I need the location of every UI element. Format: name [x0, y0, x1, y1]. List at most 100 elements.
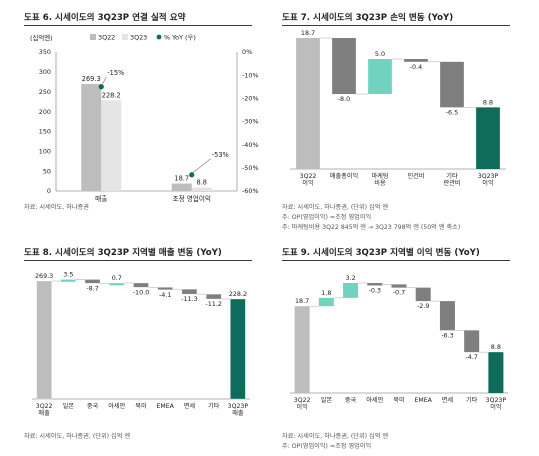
- bar: [439, 301, 455, 331]
- bar: [206, 293, 222, 300]
- bar: [84, 279, 101, 284]
- x-tick-label: 북미: [393, 396, 404, 404]
- legend-marker: [156, 34, 162, 40]
- y-tick-label: 200: [39, 108, 51, 116]
- y-tick-label: 250: [39, 88, 51, 96]
- y-tick-label: 150: [39, 128, 51, 136]
- x-tick-label: 기타: [208, 402, 220, 410]
- x-tick-label: 3Q23P 이익: [478, 173, 499, 187]
- data-label: -10.0: [133, 288, 150, 296]
- title-rule: [282, 260, 510, 261]
- x-tick-label: 3Q22 매출: [36, 403, 53, 417]
- data-label: -4.1: [159, 291, 171, 299]
- y-tick-label: 50: [43, 167, 51, 175]
- x-tick-label: 매출총이익: [330, 172, 358, 180]
- data-label: 18.7: [295, 297, 309, 305]
- bar: [368, 59, 392, 95]
- bar: [109, 282, 125, 286]
- bar: [464, 330, 480, 353]
- source-note: 자료: 시세이도, 하나증권, (단위) 십억 엔: [282, 433, 389, 440]
- x-tick-label: 매출: [95, 194, 107, 203]
- legend-label: % YoY (우): [164, 34, 196, 42]
- panel-title: 도표 7. 시세이도의 3Q23P 손익 변동 (YoY): [282, 13, 454, 23]
- regional-sales-waterfall-chart: 269.3 3Q22 매출 3.5 일본 -8.7 중국 0.7 아세안 -10.0 북미 -4.1 E…: [32, 270, 250, 417]
- x-tick-label: 기타: [466, 396, 478, 404]
- panel-title: 도표 9. 시세이도의 3Q23P 지역별 이익 변동 (YoY): [282, 248, 480, 258]
- y-tick-label: 100: [39, 147, 51, 155]
- bar: [488, 352, 504, 393]
- x-tick-label: 인건비: [407, 172, 424, 180]
- bar: [294, 306, 310, 393]
- x-tick-label: 일본: [63, 402, 75, 410]
- chart-panel-6: 도표 6. 시세이도의 3Q23P 연결 실적 요약 (십억엔) 3Q22 3Q23…: [24, 11, 269, 216]
- yoy-marker: [189, 172, 195, 178]
- data-label: -0.7: [393, 289, 405, 297]
- summary-bar-chart: (십억엔) 3Q22 3Q23 % YoY (우) 0 50 100 150 200 250 300…: [30, 33, 259, 203]
- x-tick-label: 북미: [135, 402, 146, 410]
- data-label: -4.7: [465, 353, 477, 361]
- yoy-label: -53%: [212, 151, 229, 159]
- data-label: -11.3: [181, 295, 198, 303]
- y2-tick-label: -60%: [242, 187, 259, 195]
- bar: [171, 183, 192, 191]
- data-label: -6.3: [441, 331, 453, 339]
- data-label: -8.7: [86, 284, 98, 292]
- y2-tick-label: -20%: [242, 95, 259, 103]
- bar: [230, 298, 246, 400]
- x-tick-label: 아세안: [108, 402, 125, 410]
- title-rule: [24, 260, 252, 261]
- data-label: -8.0: [338, 95, 350, 103]
- y2-tick-label: 0%: [242, 48, 252, 56]
- x-tick-label: 중국: [87, 403, 99, 410]
- yoy-label: -15%: [107, 69, 124, 77]
- bar: [367, 283, 383, 286]
- footnote: 주: 마케팅비용 3Q22 845억 엔 → 3Q23 798억 엔 (50억 …: [282, 224, 461, 231]
- panel-title: 도표 8. 시세이도의 3Q23P 지역별 매출 변동 (YoY): [24, 248, 222, 258]
- chart-panel-7: 도표 7. 시세이도의 3Q23P 손익 변동 (YoY) 18.7 3Q22 이익…: [282, 11, 527, 236]
- data-label: 1.8: [321, 289, 331, 297]
- legend-swatch: [122, 34, 128, 40]
- bar: [81, 84, 102, 191]
- x-tick-label: 조정 영업이익: [173, 194, 212, 203]
- data-label: 8.8: [197, 179, 208, 187]
- source-note: 자료: 시세이도, 하나증권, (단위) 십억 엔: [282, 204, 389, 211]
- data-label: -0.4: [410, 63, 422, 71]
- title-rule: [282, 25, 510, 26]
- x-tick-label: EMEA: [157, 403, 175, 410]
- y2-tick-label: -30%: [242, 118, 259, 126]
- footnote: 주: OP(영업이익) =조정 영업이익: [282, 443, 372, 450]
- footnote: 주: OP(영업이익) =조정 영업이익: [282, 214, 372, 221]
- source-note: 자료: 시세이도, 하나증권: [24, 204, 89, 211]
- data-label: 228.2: [229, 290, 247, 298]
- bar: [191, 187, 212, 191]
- y-tick-label: 0: [47, 187, 51, 195]
- profit-waterfall-chart: 18.7 3Q22 이익 -8.0 매출총이익 5.0 마케팅 비용 -0.4 인건비 -6.5 기타…: [290, 29, 506, 187]
- x-tick-label: 3Q23P 이익: [486, 397, 507, 411]
- data-label: 269.3: [82, 75, 101, 83]
- unit-label: (십억엔): [30, 33, 53, 42]
- data-label: 3.2: [345, 274, 355, 282]
- title-rule: [24, 25, 252, 26]
- leader-line: [192, 158, 211, 174]
- x-tick-label: 일본: [321, 396, 333, 404]
- x-tick-label: 3Q23P 매출: [228, 403, 249, 417]
- bar: [133, 282, 149, 288]
- bar: [60, 279, 76, 283]
- x-tick-label: 아세안: [366, 396, 383, 404]
- y-tick-label: 350: [39, 48, 51, 56]
- bar: [318, 297, 334, 307]
- y-tick-label: 300: [39, 68, 51, 76]
- legend-label: 3Q23: [130, 34, 147, 42]
- data-label: -6.5: [446, 108, 458, 116]
- x-tick-label: 기타 판관비: [443, 172, 460, 187]
- bar: [101, 100, 122, 191]
- data-label: 18.7: [174, 175, 189, 183]
- data-label: 8.8: [491, 343, 501, 351]
- legend-label: 3Q22: [98, 34, 115, 42]
- panel-title: 도표 6. 시세이도의 3Q23P 연결 실적 요약: [24, 13, 186, 23]
- x-tick-label: 마케팅 비용: [371, 172, 388, 187]
- x-tick-label: 면세: [184, 402, 196, 410]
- data-label: 5.0: [375, 50, 385, 58]
- x-tick-label: 3Q22 이익: [294, 397, 311, 411]
- bar: [36, 280, 52, 400]
